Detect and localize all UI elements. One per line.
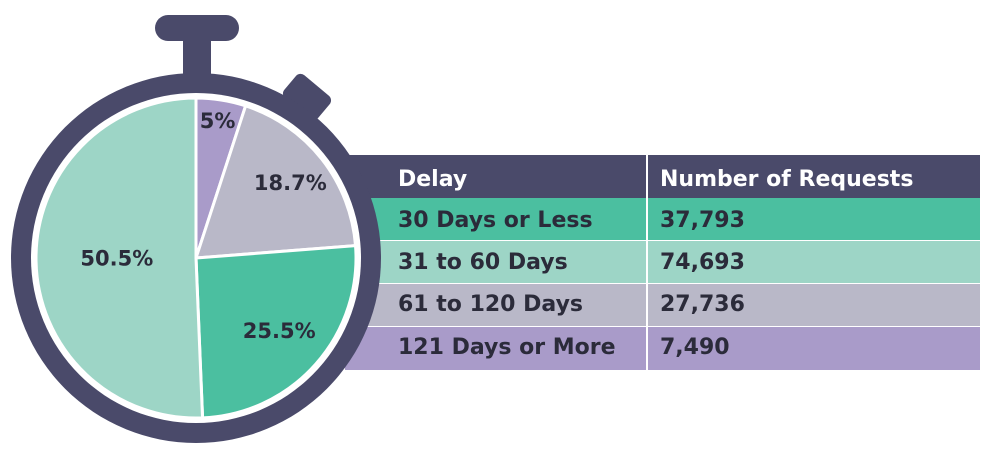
pie-slice xyxy=(34,96,205,420)
slice-label: 18.7% xyxy=(254,171,327,195)
table-row xyxy=(345,198,980,240)
pie: 5% 18.7% 25.5% 50.5% xyxy=(34,96,358,420)
table-header xyxy=(345,155,980,198)
slice-label: 50.5% xyxy=(80,247,153,271)
table-header-cell: Number of Requests xyxy=(660,167,913,192)
slice-label: 5% xyxy=(200,109,236,133)
table-row xyxy=(345,241,980,283)
table: Delay Number of Requests 30 Days or Less 37… xyxy=(345,155,980,370)
table-row xyxy=(345,284,980,326)
table-cell: 7,490 xyxy=(660,335,730,360)
pie-slice xyxy=(193,103,358,260)
table-cell: 27,736 xyxy=(660,292,745,317)
table-cell: 74,693 xyxy=(660,250,745,275)
table-cell: 121 Days or More xyxy=(398,335,616,360)
crown xyxy=(155,15,239,41)
table-row xyxy=(345,327,980,370)
side-button xyxy=(282,73,332,121)
table-cell: 61 to 120 Days xyxy=(398,292,583,317)
table-cell: 30 Days or Less xyxy=(398,208,593,233)
pie-slice xyxy=(194,244,358,420)
table-cell: 37,793 xyxy=(660,208,745,233)
slice-label: 25.5% xyxy=(243,319,316,343)
stem xyxy=(183,36,211,78)
table-cell: 31 to 60 Days xyxy=(398,250,568,275)
table-header-cell: Delay xyxy=(398,167,467,192)
